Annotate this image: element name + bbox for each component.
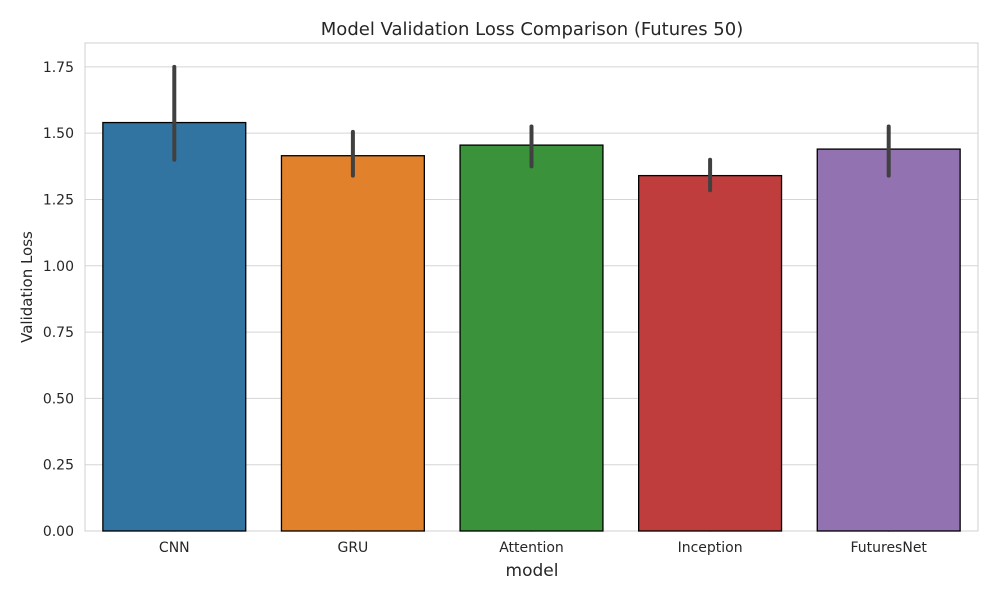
y-tick-label: 0.25 <box>43 458 74 474</box>
bars <box>102 121 961 532</box>
y-axis-ticks: 0.00 0.25 0.50 0.75 1.00 1.25 1.50 1.75 <box>43 60 74 540</box>
bar <box>459 144 604 532</box>
y-tick-label: 0.50 <box>43 391 74 407</box>
bar <box>102 121 247 532</box>
y-tick-label: 0.00 <box>43 524 74 540</box>
bar <box>638 174 783 532</box>
y-tick-label: 1.50 <box>43 126 74 142</box>
y-tick-label: 0.75 <box>43 325 74 341</box>
y-tick-label: 1.00 <box>43 259 74 275</box>
x-tick-label: FuturesNet <box>850 540 927 556</box>
y-tick-label: 1.75 <box>43 60 74 76</box>
error-bars <box>172 64 891 193</box>
y-tick-label: 1.25 <box>43 192 74 208</box>
x-tick-label: Inception <box>678 540 743 556</box>
x-tick-label: CNN <box>159 540 190 556</box>
x-tick-label: GRU <box>337 540 368 556</box>
y-axis-title: Validation Loss <box>18 231 36 343</box>
chart-title: Model Validation Loss Comparison (Future… <box>321 19 743 40</box>
x-tick-label: Attention <box>499 540 564 556</box>
bar <box>816 148 961 532</box>
x-axis-ticks: CNN GRU Attention Inception FuturesNet <box>159 540 928 556</box>
x-axis-title: model <box>506 561 559 581</box>
bar <box>280 155 425 532</box>
